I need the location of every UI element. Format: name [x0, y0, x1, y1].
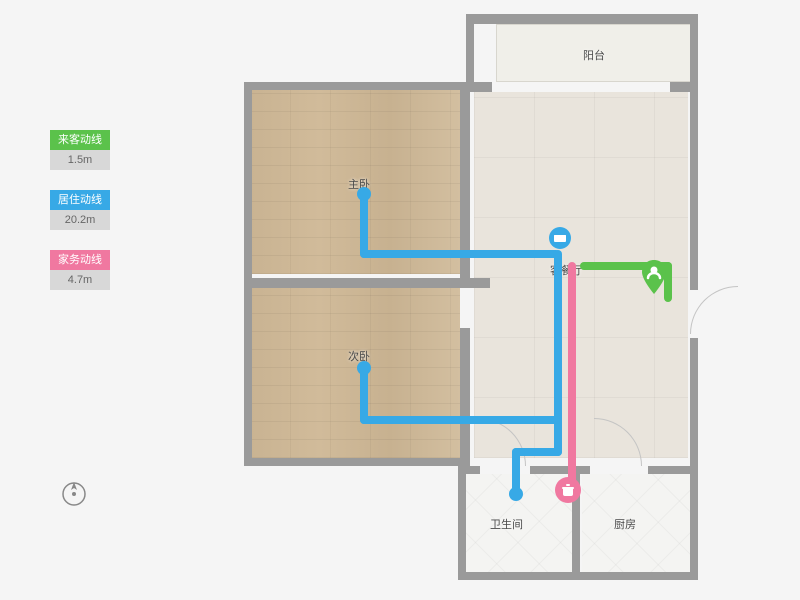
wall-segment	[648, 466, 698, 474]
path-node	[357, 361, 371, 375]
legend-value-guest: 1.5m	[50, 150, 110, 170]
wall-segment	[466, 14, 698, 24]
wall-segment	[530, 466, 590, 474]
legend-value-living: 20.2m	[50, 210, 110, 230]
room-label-bathroom: 卫生间	[490, 516, 523, 532]
compass-icon	[60, 480, 88, 508]
path-chores	[568, 262, 576, 496]
floorplan: 阳台主卧次卧客餐厅卫生间厨房	[230, 14, 710, 580]
person-pin-icon	[641, 260, 667, 294]
legend-value-chores: 4.7m	[50, 270, 110, 290]
path-node	[509, 487, 523, 501]
room-label-kitchen: 厨房	[614, 516, 636, 532]
wall-segment	[690, 14, 698, 290]
wall-segment	[466, 82, 492, 92]
path-node	[357, 187, 371, 201]
legend-item-chores: 家务动线 4.7m	[50, 250, 110, 290]
wall-segment	[244, 82, 466, 90]
pot-icon	[555, 477, 581, 503]
legend-header-guest: 来客动线	[50, 130, 110, 150]
wall-segment	[244, 278, 460, 288]
legend-item-guest: 来客动线 1.5m	[50, 130, 110, 170]
wall-segment	[460, 328, 470, 466]
room-kitchen	[582, 474, 692, 574]
room-label-balcony: 阳台	[583, 47, 605, 63]
legend-header-living: 居住动线	[50, 190, 110, 210]
wall-segment	[460, 278, 490, 288]
bed-icon	[549, 227, 571, 249]
legend-header-chores: 家务动线	[50, 250, 110, 270]
wall-segment	[244, 82, 252, 466]
legend: 来客动线 1.5m 居住动线 20.2m 家务动线 4.7m	[50, 130, 110, 310]
legend-item-living: 居住动线 20.2m	[50, 190, 110, 230]
room-secondary	[250, 288, 460, 458]
wall-segment	[458, 466, 480, 474]
wall-segment	[466, 14, 474, 86]
path-living	[360, 250, 560, 258]
wall-segment	[458, 458, 466, 580]
path-living	[360, 416, 560, 424]
wall-segment	[244, 458, 466, 466]
door-arc	[690, 286, 738, 334]
path-living	[554, 250, 562, 456]
wall-segment	[690, 338, 698, 580]
